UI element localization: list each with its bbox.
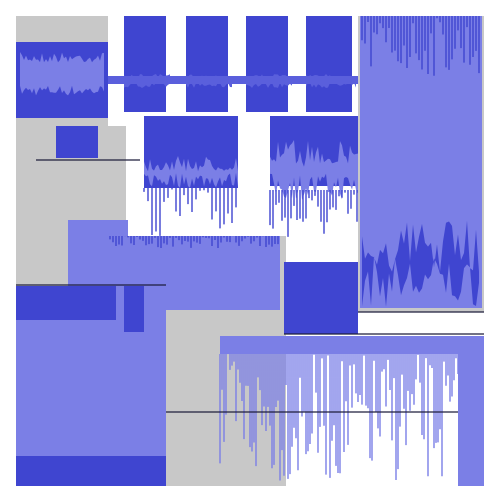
tile-top-2	[186, 16, 228, 112]
wave-bottom-left-floor	[16, 456, 166, 486]
band-right-dark	[284, 262, 358, 334]
wave-bottom-left-top	[16, 286, 116, 320]
top-strip-band	[108, 76, 358, 84]
spike-field-bar	[220, 336, 484, 354]
block-mid-right-spikes	[270, 190, 357, 237]
block-mid-left-spikes	[144, 188, 236, 236]
tile-top-1	[124, 16, 166, 112]
wave-row2-left	[56, 126, 98, 158]
tile-top-4	[306, 16, 352, 112]
wave-bottom-left-notch	[124, 286, 144, 332]
tile-top-3	[246, 16, 288, 112]
spike-field-edge	[458, 336, 484, 486]
